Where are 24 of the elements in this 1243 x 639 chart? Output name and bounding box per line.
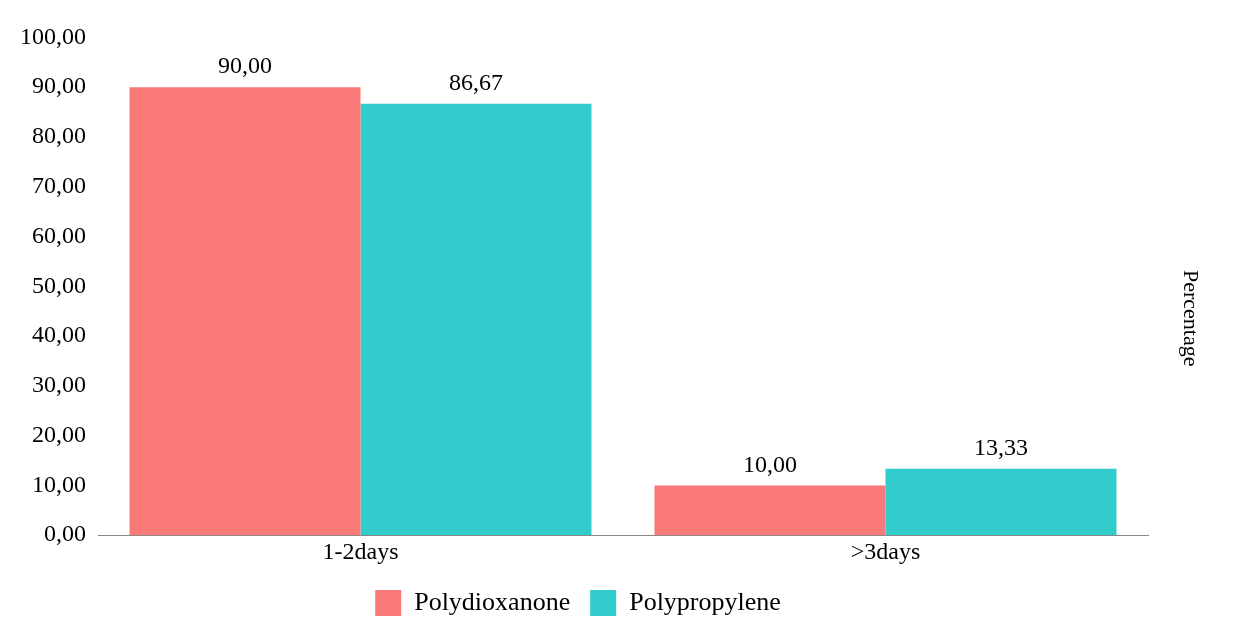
bar (885, 468, 1117, 535)
bar (129, 86, 361, 535)
y-tick-label: 100,00 (20, 22, 86, 49)
y-tick-label: 90,00 (32, 71, 86, 98)
y-tick-label: 80,00 (32, 121, 86, 148)
data-label: 86,67 (449, 68, 503, 95)
y-tick-label: 10,00 (32, 470, 86, 497)
y-tick-label: 60,00 (32, 221, 86, 248)
bar (360, 103, 592, 535)
y-tick-label: 0,00 (44, 520, 86, 546)
data-label: 90,00 (218, 51, 272, 78)
x-tick-label: >3days (850, 537, 921, 564)
data-label: 10,00 (743, 450, 797, 477)
data-label: 13,33 (974, 433, 1028, 460)
legend-label: Polypropylene (629, 586, 781, 616)
x-tick-label: 1-2days (322, 537, 399, 564)
y-tick-label: 30,00 (32, 370, 86, 397)
y-tick-label: 40,00 (32, 320, 86, 347)
legend-label: Polydioxanone (414, 586, 571, 616)
y-tick-label: 70,00 (32, 171, 86, 198)
y-axis-title: Percentage (1178, 269, 1204, 367)
y-tick-label: 20,00 (32, 420, 86, 447)
y-tick-label: 50,00 (32, 271, 86, 298)
bar (654, 484, 886, 535)
